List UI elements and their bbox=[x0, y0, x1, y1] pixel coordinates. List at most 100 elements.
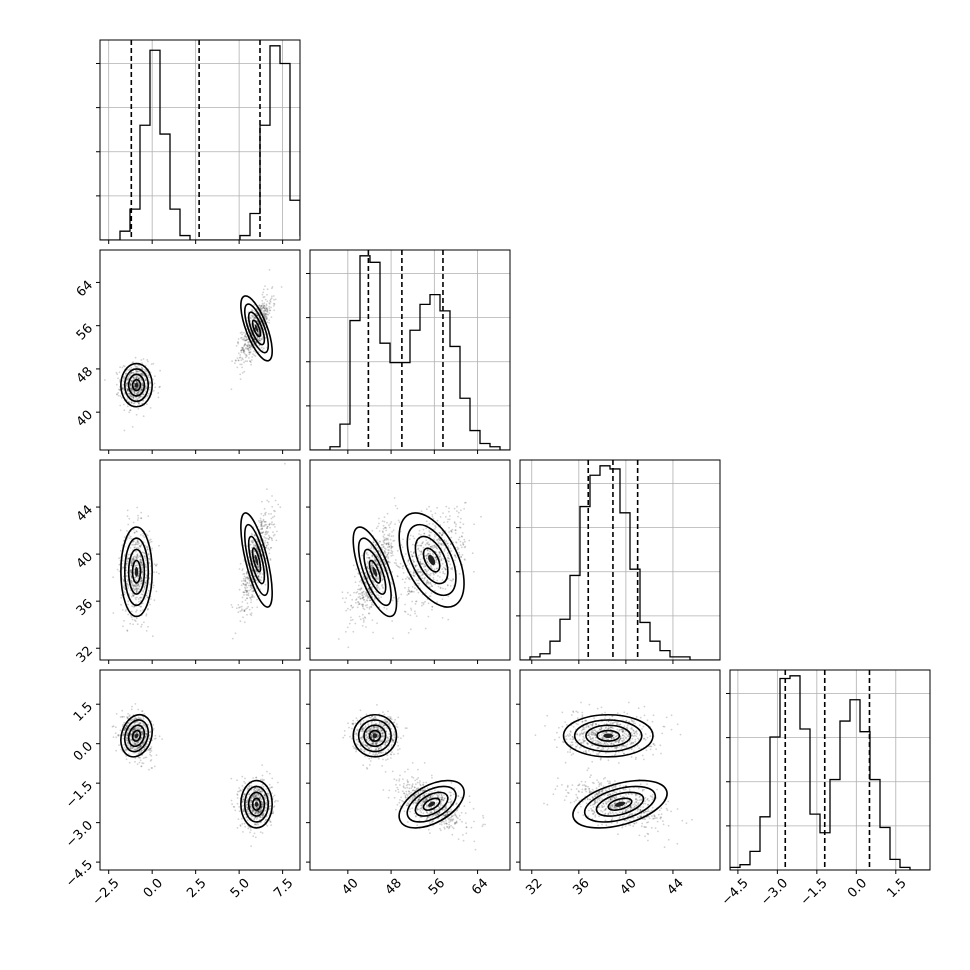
sample-point bbox=[141, 379, 144, 382]
sample-point bbox=[389, 561, 391, 564]
sample-point bbox=[131, 705, 133, 708]
sample-point bbox=[441, 617, 444, 619]
sample-point bbox=[235, 345, 238, 347]
sample-point bbox=[130, 560, 133, 563]
sample-point bbox=[132, 743, 135, 746]
sample-point bbox=[123, 587, 125, 589]
contour-level-3 bbox=[131, 559, 142, 584]
sample-point bbox=[140, 605, 143, 608]
sample-point bbox=[388, 545, 391, 548]
sample-point bbox=[437, 541, 440, 543]
sample-point bbox=[142, 551, 145, 554]
sample-point bbox=[112, 736, 115, 738]
sample-point bbox=[368, 599, 371, 602]
sample-point bbox=[417, 557, 420, 559]
sample-point bbox=[231, 606, 234, 609]
sample-point bbox=[377, 555, 379, 558]
sample-point bbox=[240, 331, 243, 334]
sample-point bbox=[266, 313, 269, 316]
sample-point bbox=[246, 591, 249, 593]
sample-point bbox=[271, 505, 274, 508]
scatter-panel-p1-p2 bbox=[96, 249, 301, 454]
sample-point bbox=[271, 295, 273, 298]
sample-point bbox=[133, 589, 136, 592]
sample-point bbox=[143, 748, 146, 751]
sample-point bbox=[123, 593, 126, 596]
sample-point bbox=[423, 577, 426, 580]
sample-point bbox=[266, 541, 269, 544]
sample-point bbox=[137, 741, 139, 744]
sample-point bbox=[413, 560, 415, 563]
sample-point bbox=[123, 585, 125, 588]
sample-point bbox=[400, 544, 403, 546]
sample-point bbox=[391, 620, 394, 622]
sample-point bbox=[380, 572, 382, 575]
sample-point bbox=[266, 525, 269, 528]
sample-point bbox=[380, 563, 383, 566]
sample-point bbox=[390, 547, 393, 550]
sample-point bbox=[139, 745, 142, 748]
sample-point bbox=[417, 579, 420, 582]
sample-point bbox=[257, 565, 260, 568]
sample-point bbox=[147, 625, 149, 628]
sample-point bbox=[142, 757, 145, 759]
sample-point bbox=[251, 590, 254, 593]
sample-point bbox=[260, 338, 263, 341]
sample-point bbox=[246, 317, 249, 319]
sample-point bbox=[264, 795, 267, 797]
sample-point bbox=[140, 562, 142, 565]
sample-point bbox=[125, 569, 128, 572]
sample-point bbox=[133, 546, 136, 549]
sample-point bbox=[120, 596, 123, 599]
sample-point bbox=[130, 708, 133, 711]
sample-point bbox=[141, 573, 144, 576]
sample-point bbox=[139, 561, 142, 563]
sample-point bbox=[367, 557, 370, 559]
sample-point bbox=[244, 356, 247, 359]
sample-point bbox=[145, 584, 147, 587]
sample-point bbox=[246, 590, 248, 593]
sample-point bbox=[253, 553, 256, 556]
sample-point bbox=[383, 542, 386, 545]
sample-point bbox=[455, 523, 457, 526]
sample-point bbox=[146, 403, 148, 406]
sample-point bbox=[248, 793, 251, 796]
sample-point bbox=[463, 501, 466, 504]
sample-point bbox=[374, 553, 377, 556]
sample-point bbox=[263, 794, 266, 796]
sample-point bbox=[140, 388, 143, 391]
sample-point bbox=[366, 604, 368, 606]
sample-point bbox=[141, 733, 144, 736]
sample-point bbox=[132, 397, 135, 399]
sample-point bbox=[137, 728, 140, 730]
sample-point bbox=[143, 555, 145, 558]
sample-point bbox=[125, 562, 128, 564]
sample-point bbox=[357, 572, 360, 575]
sample-point bbox=[267, 530, 269, 533]
sample-point bbox=[386, 542, 389, 545]
sample-point bbox=[147, 375, 150, 377]
sample-point bbox=[416, 571, 419, 573]
sample-point bbox=[363, 578, 365, 580]
sample-point bbox=[155, 571, 158, 574]
sample-point bbox=[412, 559, 414, 562]
sample-point bbox=[122, 733, 125, 736]
sample-point bbox=[265, 530, 268, 533]
sample-point bbox=[386, 553, 389, 556]
sample-point bbox=[254, 823, 256, 826]
sample-point bbox=[268, 319, 271, 321]
sample-point bbox=[358, 592, 360, 595]
sample-point bbox=[155, 590, 158, 593]
sample-point bbox=[368, 557, 371, 559]
sample-point bbox=[368, 571, 371, 574]
sample-point bbox=[116, 568, 119, 571]
sample-point bbox=[428, 543, 431, 546]
sample-point bbox=[247, 787, 250, 790]
sample-point bbox=[240, 337, 242, 339]
sample-point bbox=[429, 586, 431, 589]
sample-point bbox=[261, 774, 264, 777]
sample-point bbox=[264, 539, 267, 542]
sample-point bbox=[123, 409, 126, 412]
sample-point bbox=[249, 831, 251, 834]
sample-point bbox=[262, 531, 264, 534]
